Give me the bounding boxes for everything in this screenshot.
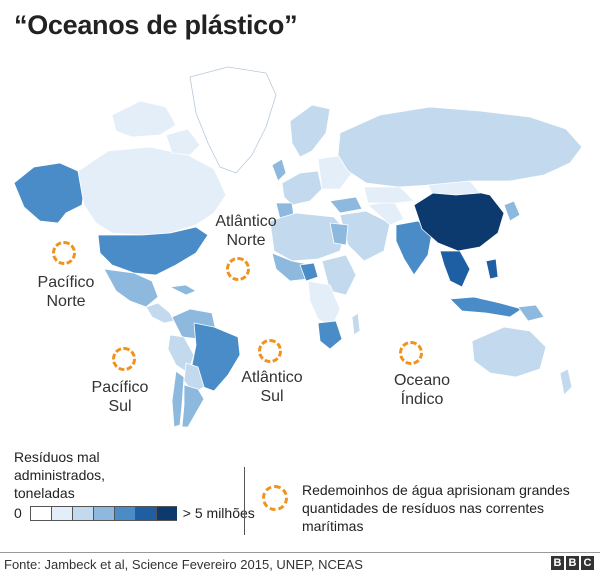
ocean-label-oceano-indico: Oceano Índico	[380, 371, 464, 409]
gyre-icon-pacifico-sul	[112, 347, 136, 371]
region-alaska	[13, 162, 85, 224]
region-scandinavia	[289, 104, 331, 158]
ocean-pacifico-sul-line2: Sul	[108, 398, 132, 415]
ocean-atlantico-norte-line2: Norte	[226, 232, 266, 249]
region-north-africa	[269, 212, 347, 262]
region-philippines	[485, 258, 499, 280]
scale-swatch-6	[134, 505, 156, 521]
legend-divider	[244, 467, 245, 535]
ocean-label-pacifico-sul: Pacífico Sul	[80, 378, 160, 416]
region-uk	[271, 158, 287, 182]
region-southern-africa	[317, 320, 343, 350]
ocean-oceano-indico-line2: Índico	[400, 391, 444, 408]
region-middle-east	[339, 210, 391, 262]
ocean-label-atlantico-norte: Atlântico Norte	[204, 212, 288, 250]
region-baffin	[165, 128, 201, 156]
region-indonesia	[449, 296, 523, 318]
legend-title-line1: Resíduos mal	[14, 449, 100, 465]
ocean-atlantico-sul-line2: Sul	[260, 388, 284, 405]
scale-swatch-5	[113, 505, 135, 521]
region-central-asia	[363, 186, 415, 204]
ocean-atlantico-sul-line1: Atlântico	[241, 369, 303, 386]
gyre-legend-icon	[262, 485, 288, 511]
region-canada-islands	[111, 100, 177, 138]
region-new-zealand	[559, 368, 573, 396]
region-russia	[337, 106, 583, 188]
ocean-oceano-indico-line1: Oceano	[393, 372, 451, 389]
color-scale: 0 > 5 milhões	[14, 505, 255, 521]
ocean-pacifico-norte-line2: Norte	[46, 293, 86, 310]
region-madagascar	[351, 312, 361, 336]
map-title: “Oceanos de plástico”	[14, 10, 298, 40]
ocean-atlantico-norte-line1: Atlântico	[215, 213, 277, 230]
scale-swatch-3	[71, 505, 93, 521]
gyre-icon-pacifico-norte	[52, 241, 76, 265]
ocean-label-atlantico-sul: Atlântico Sul	[230, 368, 314, 406]
region-southeast-asia	[439, 250, 471, 288]
region-caribbean	[169, 284, 197, 296]
region-korea-japan	[503, 200, 521, 222]
region-central-america	[145, 302, 175, 324]
region-western-europe	[281, 170, 323, 206]
source-credit: Fonte: Jambeck et al, Science Fevereiro …	[4, 557, 363, 572]
world-map	[13, 66, 583, 428]
scale-min-label: 0	[14, 505, 22, 521]
legend-title-line2: administrados,	[14, 467, 106, 483]
legend-title: Resíduos mal administrados, toneladas	[14, 448, 105, 502]
gyre-icon-atlantico-sul	[258, 339, 282, 363]
footer-rule	[0, 552, 600, 553]
legend-title-line3: toneladas	[14, 485, 75, 501]
ocean-pacifico-norte-line1: Pacífico	[37, 274, 95, 291]
gyre-icon-oceano-indico	[399, 341, 423, 365]
bbc-logo-b1: B	[551, 556, 564, 570]
scale-swatch-1	[29, 505, 51, 521]
region-chile	[171, 370, 185, 428]
bbc-logo-b2: B	[566, 556, 579, 570]
region-mongolia	[427, 180, 481, 196]
region-nigeria	[299, 262, 319, 282]
region-papua	[517, 304, 545, 322]
ocean-pacifico-sul-line1: Pacífico	[91, 379, 149, 396]
region-mexico	[103, 268, 159, 308]
scale-swatch-4	[92, 505, 114, 521]
ocean-label-pacifico-norte: Pacífico Norte	[26, 273, 106, 311]
region-australia	[471, 326, 547, 378]
scale-swatch-7	[155, 505, 177, 521]
region-canada	[77, 146, 227, 236]
gyre-icon-atlantico-norte	[226, 257, 250, 281]
region-argentina	[181, 384, 205, 428]
scale-max-label: > 5 milhões	[182, 505, 255, 521]
region-egypt	[329, 222, 349, 246]
region-greenland	[189, 66, 277, 174]
region-usa	[97, 226, 209, 276]
scale-swatch-2	[50, 505, 72, 521]
region-brazil	[191, 322, 241, 392]
gyre-legend-text: Redemoinhos de água aprisionam grandes q…	[302, 482, 570, 534]
region-turkey	[329, 196, 363, 214]
bbc-logo-c: C	[581, 556, 594, 570]
